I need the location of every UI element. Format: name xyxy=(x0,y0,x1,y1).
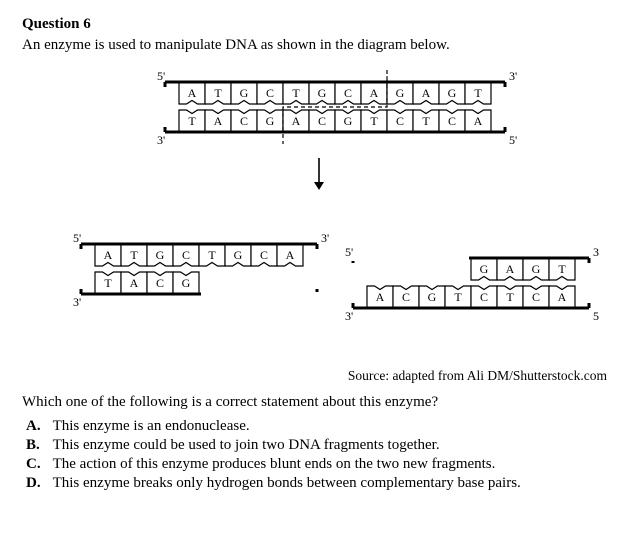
option-letter: A. xyxy=(22,417,53,436)
svg-text:T: T xyxy=(188,114,196,128)
svg-text:G: G xyxy=(233,248,242,262)
svg-text:3': 3' xyxy=(509,69,517,83)
svg-text:C: C xyxy=(317,114,325,128)
svg-text:T: T xyxy=(506,290,514,304)
svg-text:A: A xyxy=(187,86,196,100)
option-letter: C. xyxy=(22,455,53,474)
svg-text:T: T xyxy=(208,248,216,262)
svg-text:C: C xyxy=(343,86,351,100)
question-title: Question 6 xyxy=(22,16,615,33)
svg-text:5': 5' xyxy=(509,133,517,147)
svg-text:C: C xyxy=(155,276,163,290)
svg-text:G: G xyxy=(343,114,352,128)
options-list: A. This enzyme is an endonuclease. B. Th… xyxy=(22,417,521,493)
svg-text:5': 5' xyxy=(593,309,599,323)
option-row: C. The action of this enzyme produces bl… xyxy=(22,455,521,474)
svg-text:G: G xyxy=(531,262,540,276)
svg-text:G: G xyxy=(427,290,436,304)
source-credit: Source: adapted from Ali DM/Shutterstock… xyxy=(22,368,607,384)
svg-text:A: A xyxy=(213,114,222,128)
option-row: D. This enzyme breaks only hydrogen bond… xyxy=(22,474,521,493)
svg-text:G: G xyxy=(479,262,488,276)
question-stem: Which one of the following is a correct … xyxy=(22,394,615,411)
svg-text:C: C xyxy=(401,290,409,304)
option-letter: D. xyxy=(22,474,53,493)
svg-text:G: G xyxy=(395,86,404,100)
svg-text:3': 3' xyxy=(157,133,165,147)
option-text: The action of this enzyme produces blunt… xyxy=(53,455,521,474)
svg-text:T: T xyxy=(422,114,430,128)
svg-text:T: T xyxy=(104,276,112,290)
svg-text:C: C xyxy=(181,248,189,262)
option-text: This enzyme is an endonuclease. xyxy=(53,417,521,436)
svg-text:T: T xyxy=(558,262,566,276)
svg-text:A: A xyxy=(473,114,482,128)
svg-text:T: T xyxy=(454,290,462,304)
svg-text:G: G xyxy=(317,86,326,100)
svg-text:C: C xyxy=(531,290,539,304)
option-text: This enzyme breaks only hydrogen bonds b… xyxy=(53,474,521,493)
svg-text:3': 3' xyxy=(321,231,329,245)
svg-text:A: A xyxy=(421,86,430,100)
option-row: A. This enzyme is an endonuclease. xyxy=(22,417,521,436)
svg-text:A: A xyxy=(291,114,300,128)
dna-diagram: ATGCTGCAGAGTTACGACGTCTCA5'3'3'5'ATGCTGCA… xyxy=(39,64,599,364)
svg-text:T: T xyxy=(474,86,482,100)
svg-text:C: C xyxy=(259,248,267,262)
svg-text:A: A xyxy=(557,290,566,304)
option-row: B. This enzyme could be used to join two… xyxy=(22,436,521,455)
option-letter: B. xyxy=(22,436,53,455)
svg-text:3': 3' xyxy=(593,245,599,259)
option-text: This enzyme could be used to join two DN… xyxy=(53,436,521,455)
svg-text:C: C xyxy=(265,86,273,100)
svg-text:C: C xyxy=(239,114,247,128)
svg-text:G: G xyxy=(265,114,274,128)
svg-text:G: G xyxy=(181,276,190,290)
question-prompt: An enzyme is used to manipulate DNA as s… xyxy=(22,37,615,54)
svg-text:C: C xyxy=(395,114,403,128)
svg-text:C: C xyxy=(479,290,487,304)
svg-text:3': 3' xyxy=(345,309,353,323)
svg-text:5': 5' xyxy=(73,231,81,245)
svg-text:C: C xyxy=(447,114,455,128)
svg-text:G: G xyxy=(239,86,248,100)
svg-text:3': 3' xyxy=(73,295,81,309)
svg-text:T: T xyxy=(130,248,138,262)
svg-text:A: A xyxy=(129,276,138,290)
svg-text:T: T xyxy=(214,86,222,100)
svg-text:G: G xyxy=(155,248,164,262)
svg-text:T: T xyxy=(370,114,378,128)
svg-text:A: A xyxy=(285,248,294,262)
svg-text:5': 5' xyxy=(157,69,165,83)
svg-text:A: A xyxy=(103,248,112,262)
svg-text:G: G xyxy=(447,86,456,100)
svg-text:T: T xyxy=(292,86,300,100)
svg-text:A: A xyxy=(369,86,378,100)
svg-text:A: A xyxy=(375,290,384,304)
svg-text:A: A xyxy=(505,262,514,276)
